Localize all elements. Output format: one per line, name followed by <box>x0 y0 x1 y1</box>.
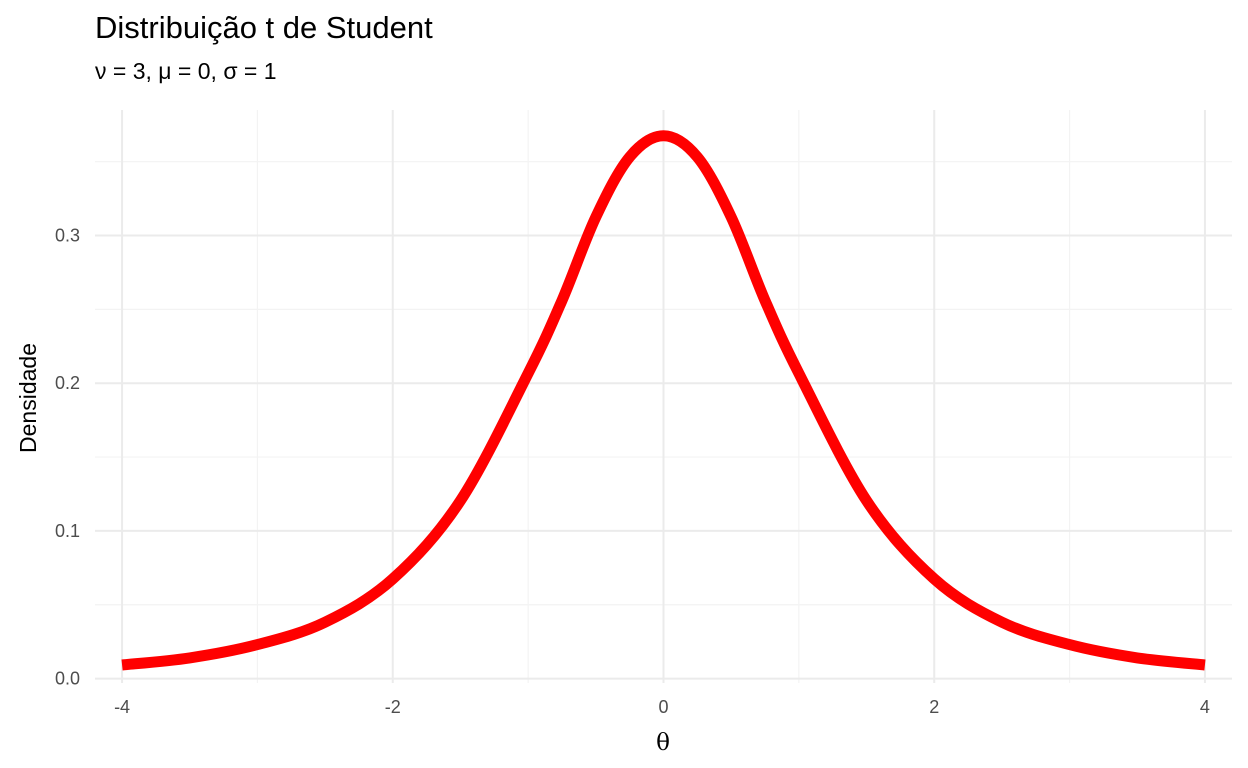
chart-title: Distribuição t de Student <box>95 10 433 45</box>
x-tick-label: -2 <box>385 697 401 717</box>
y-tick-label: 0.0 <box>55 669 80 689</box>
x-tick-label: -4 <box>114 697 130 717</box>
y-tick-label: 0.1 <box>55 521 80 541</box>
x-tick-label: 0 <box>658 697 668 717</box>
grid-lines <box>95 110 1232 683</box>
x-tick-label: 4 <box>1200 697 1210 717</box>
x-tick-label: 2 <box>929 697 939 717</box>
density-curve <box>121 130 1206 671</box>
series-layer <box>121 130 1206 671</box>
x-axis-ticks: -4 -2 0 2 4 <box>114 697 1210 717</box>
x-axis-title: θ <box>656 730 670 756</box>
y-axis-ticks: 0.0 0.1 0.2 0.3 <box>55 226 80 689</box>
chart-subtitle: ν = 3, μ = 0, σ = 1 <box>95 58 277 84</box>
y-tick-label: 0.3 <box>55 226 80 246</box>
y-axis-title: Densidade <box>15 343 41 453</box>
y-tick-label: 0.2 <box>55 373 80 393</box>
